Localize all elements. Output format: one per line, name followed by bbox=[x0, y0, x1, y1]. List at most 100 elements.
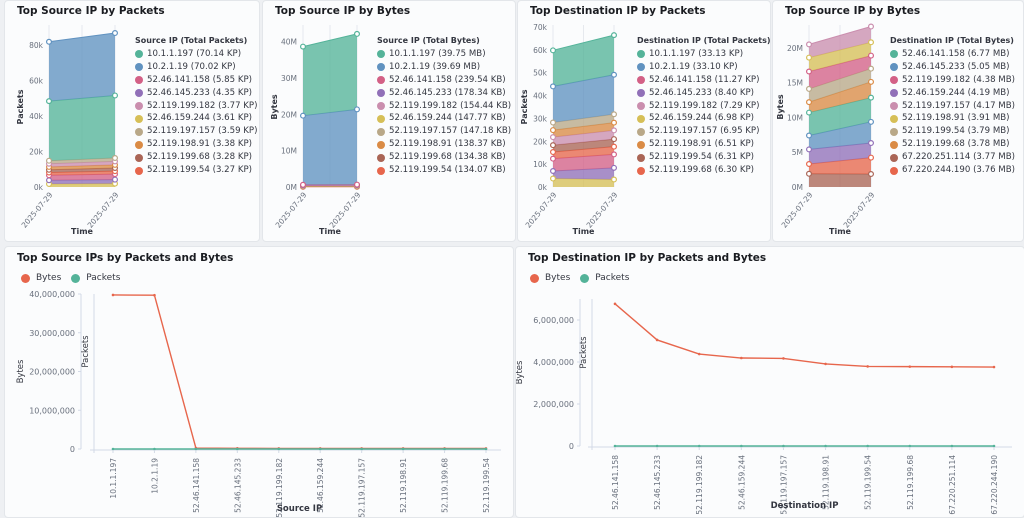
data-point bbox=[113, 93, 118, 98]
legend-item[interactable]: 52.119.199.68 (134.38 KB) bbox=[377, 151, 511, 164]
legend-label: 52.119.199.182 (3.77 KP) bbox=[147, 100, 257, 113]
data-point bbox=[612, 128, 617, 133]
y-tick-label: 30k bbox=[533, 114, 548, 123]
data-point bbox=[277, 448, 280, 451]
legend-label: 52.46.145.233 (4.35 KP) bbox=[147, 87, 252, 100]
y-tick-label: 40M bbox=[281, 38, 297, 47]
y2-axis-label: Packets bbox=[579, 336, 589, 369]
legend-swatch bbox=[135, 76, 143, 84]
data-point bbox=[612, 137, 617, 142]
legend-swatch bbox=[377, 102, 385, 110]
legend-item[interactable]: 52.46.141.158 (5.85 KP) bbox=[135, 74, 257, 87]
data-point bbox=[698, 353, 701, 356]
y-axis-label: Bytes bbox=[16, 359, 26, 383]
legend-swatch bbox=[890, 50, 898, 58]
legend-swatch bbox=[890, 102, 898, 110]
legend-item[interactable]: 67.220.251.114 (3.77 MB) bbox=[890, 151, 1015, 164]
legend-item[interactable]: 52.119.199.182 (3.77 KP) bbox=[135, 100, 257, 113]
data-point bbox=[612, 112, 617, 117]
legend-swatch bbox=[637, 115, 645, 123]
data-point bbox=[112, 294, 115, 297]
data-point bbox=[301, 44, 306, 49]
legend-item[interactable]: 52.46.141.158 (11.27 KP) bbox=[637, 74, 771, 87]
legend-item[interactable]: 52.46.159.244 (3.61 KP) bbox=[135, 112, 257, 125]
legend-item[interactable]: 52.46.141.158 (239.54 KB) bbox=[377, 74, 511, 87]
legend-item[interactable]: 52.119.198.91 (6.51 KP) bbox=[637, 138, 771, 151]
legend-swatch bbox=[637, 50, 645, 58]
legend-label: 52.119.199.54 (3.79 MB) bbox=[902, 125, 1010, 138]
legend-item[interactable]: 52.119.199.68 (3.78 MB) bbox=[890, 138, 1015, 151]
legend-item[interactable]: 52.46.159.244 (4.19 MB) bbox=[890, 87, 1015, 100]
legend-item[interactable]: 10.2.1.19 (70.02 KP) bbox=[135, 61, 257, 74]
series-line-bytes bbox=[615, 304, 994, 367]
legend-item[interactable]: 52.46.141.158 (6.77 MB) bbox=[890, 48, 1015, 61]
legend-item[interactable]: 10.2.1.19 (39.69 MB) bbox=[377, 61, 511, 74]
x-tick-label: 52.46.145.233 bbox=[653, 455, 662, 510]
legend-swatch bbox=[890, 167, 898, 175]
legend-item[interactable]: 52.119.197.157 (4.17 MB) bbox=[890, 100, 1015, 113]
data-point bbox=[195, 448, 198, 451]
legend-item[interactable]: 52.119.197.157 (3.59 KP) bbox=[135, 125, 257, 138]
legend-item[interactable]: 10.1.1.197 (33.13 KP) bbox=[637, 48, 771, 61]
legend-item[interactable]: 52.119.199.182 (4.38 MB) bbox=[890, 74, 1015, 87]
legend-item[interactable]: 10.1.1.197 (39.75 MB) bbox=[377, 48, 511, 61]
data-point bbox=[782, 445, 785, 448]
legend-item[interactable]: 52.46.159.244 (147.77 KB) bbox=[377, 112, 511, 125]
legend-item[interactable]: 52.46.159.244 (6.98 KP) bbox=[637, 112, 771, 125]
legend-swatch bbox=[135, 102, 143, 110]
legend-item[interactable]: 67.220.244.190 (3.76 MB) bbox=[890, 164, 1015, 177]
legend-item[interactable]: 52.119.199.182 (7.29 KP) bbox=[637, 100, 771, 113]
legend-label: 52.119.199.68 (134.38 KB) bbox=[389, 151, 506, 164]
data-point bbox=[782, 357, 785, 360]
data-point bbox=[612, 165, 617, 170]
legend-swatch bbox=[135, 50, 143, 58]
data-point bbox=[360, 448, 363, 451]
legend-label: 52.46.141.158 (5.85 KP) bbox=[147, 74, 252, 87]
legend-item[interactable]: 10.2.1.19 (33.10 KP) bbox=[637, 61, 771, 74]
y-tick-label: 60k bbox=[29, 76, 44, 85]
data-point bbox=[301, 113, 306, 118]
legend-label: 52.119.199.182 (4.38 MB) bbox=[902, 74, 1015, 87]
data-point bbox=[402, 448, 405, 451]
y-axis-label: Bytes bbox=[776, 94, 785, 120]
legend-item[interactable]: 52.119.199.54 (3.27 KP) bbox=[135, 164, 257, 177]
legend-item[interactable]: 52.119.199.54 (134.07 KB) bbox=[377, 164, 511, 177]
legend-item[interactable]: 52.119.199.182 (154.44 KB) bbox=[377, 100, 511, 113]
y-tick-label: 4,000,000 bbox=[533, 358, 574, 367]
x-tick-label: 2025-07-29 bbox=[842, 190, 877, 229]
y-tick-label: 0 bbox=[70, 445, 75, 454]
legend-title: Source IP (Total Packets) bbox=[135, 35, 257, 48]
legend-item[interactable]: 52.119.199.54 (3.79 MB) bbox=[890, 125, 1015, 138]
legend-item[interactable]: 52.46.145.233 (8.40 KP) bbox=[637, 87, 771, 100]
legend-item[interactable]: 52.119.198.91 (138.37 KB) bbox=[377, 138, 511, 151]
legend-item[interactable]: 52.119.199.68 (6.30 KP) bbox=[637, 164, 771, 177]
legend-item[interactable]: 52.119.199.68 (3.28 KP) bbox=[135, 151, 257, 164]
data-point bbox=[908, 445, 911, 448]
legend-item[interactable]: 52.119.198.91 (3.38 KP) bbox=[135, 138, 257, 151]
x-tick-label: 10.1.1.197 bbox=[109, 458, 118, 499]
y-tick-label: 2,000,000 bbox=[533, 400, 574, 409]
legend-label: 52.119.198.91 (3.91 MB) bbox=[902, 112, 1010, 125]
data-point bbox=[153, 294, 156, 297]
legend-title: Destination IP (Total Packets) bbox=[637, 35, 771, 48]
x-tick-label: 2025-07-29 bbox=[585, 190, 620, 229]
data-point bbox=[869, 95, 874, 100]
data-point bbox=[824, 363, 827, 366]
data-point bbox=[485, 448, 488, 451]
data-point bbox=[869, 40, 874, 45]
legend-item[interactable]: 52.46.145.233 (4.35 KP) bbox=[135, 87, 257, 100]
legend-label: 10.2.1.19 (39.69 MB) bbox=[389, 61, 480, 74]
legend-item[interactable]: 52.46.145.233 (5.05 MB) bbox=[890, 61, 1015, 74]
data-point bbox=[153, 448, 156, 451]
legend-label: 52.46.141.158 (239.54 KB) bbox=[389, 74, 506, 87]
legend-item[interactable]: 52.119.197.157 (147.18 KB) bbox=[377, 125, 511, 138]
data-point bbox=[866, 365, 869, 368]
legend-item[interactable]: 52.119.197.157 (6.95 KP) bbox=[637, 125, 771, 138]
x-axis-label: Time bbox=[829, 227, 852, 236]
legend-item[interactable]: 52.119.199.54 (6.31 KP) bbox=[637, 151, 771, 164]
legend-item[interactable]: 52.119.198.91 (3.91 MB) bbox=[890, 112, 1015, 125]
legend-item[interactable]: 52.46.145.233 (178.34 KB) bbox=[377, 87, 511, 100]
legend-label: 67.220.251.114 (3.77 MB) bbox=[902, 151, 1015, 164]
legend-item[interactable]: 10.1.1.197 (70.14 KP) bbox=[135, 48, 257, 61]
